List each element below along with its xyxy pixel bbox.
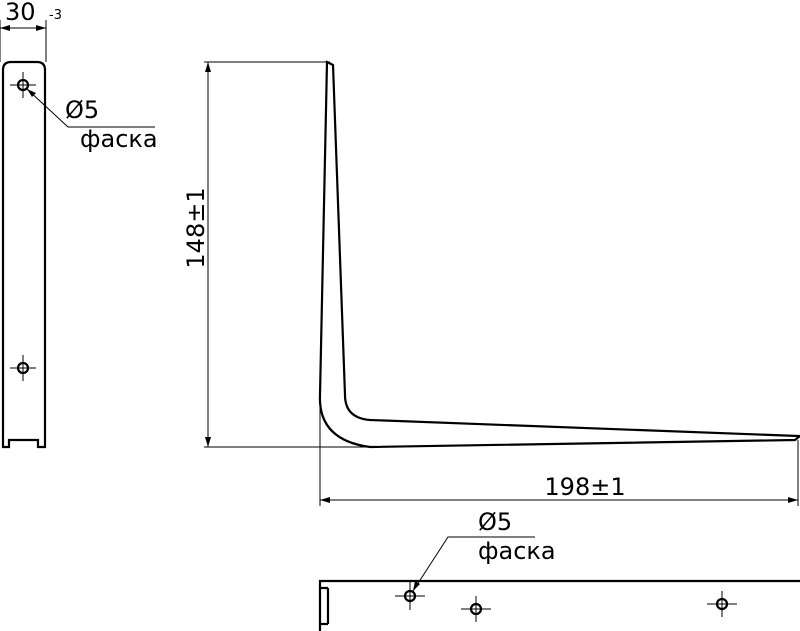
front-view: 148±1 198±1 [182,60,800,506]
chamfer-label: фаска [80,125,158,153]
height-dim: 148±1 [182,187,210,268]
hole-label: Ø5 [478,508,512,536]
bottom-view: Ø5 фаска [318,508,800,631]
side-view: 30 -3 Ø5 фаска [0,0,158,449]
hole-label: Ø5 [65,96,99,124]
width-tol: -3 [49,8,62,23]
length-dim: 198±1 [544,473,625,501]
width-dim: 30 [5,0,36,26]
chamfer-label: фаска [478,537,556,565]
